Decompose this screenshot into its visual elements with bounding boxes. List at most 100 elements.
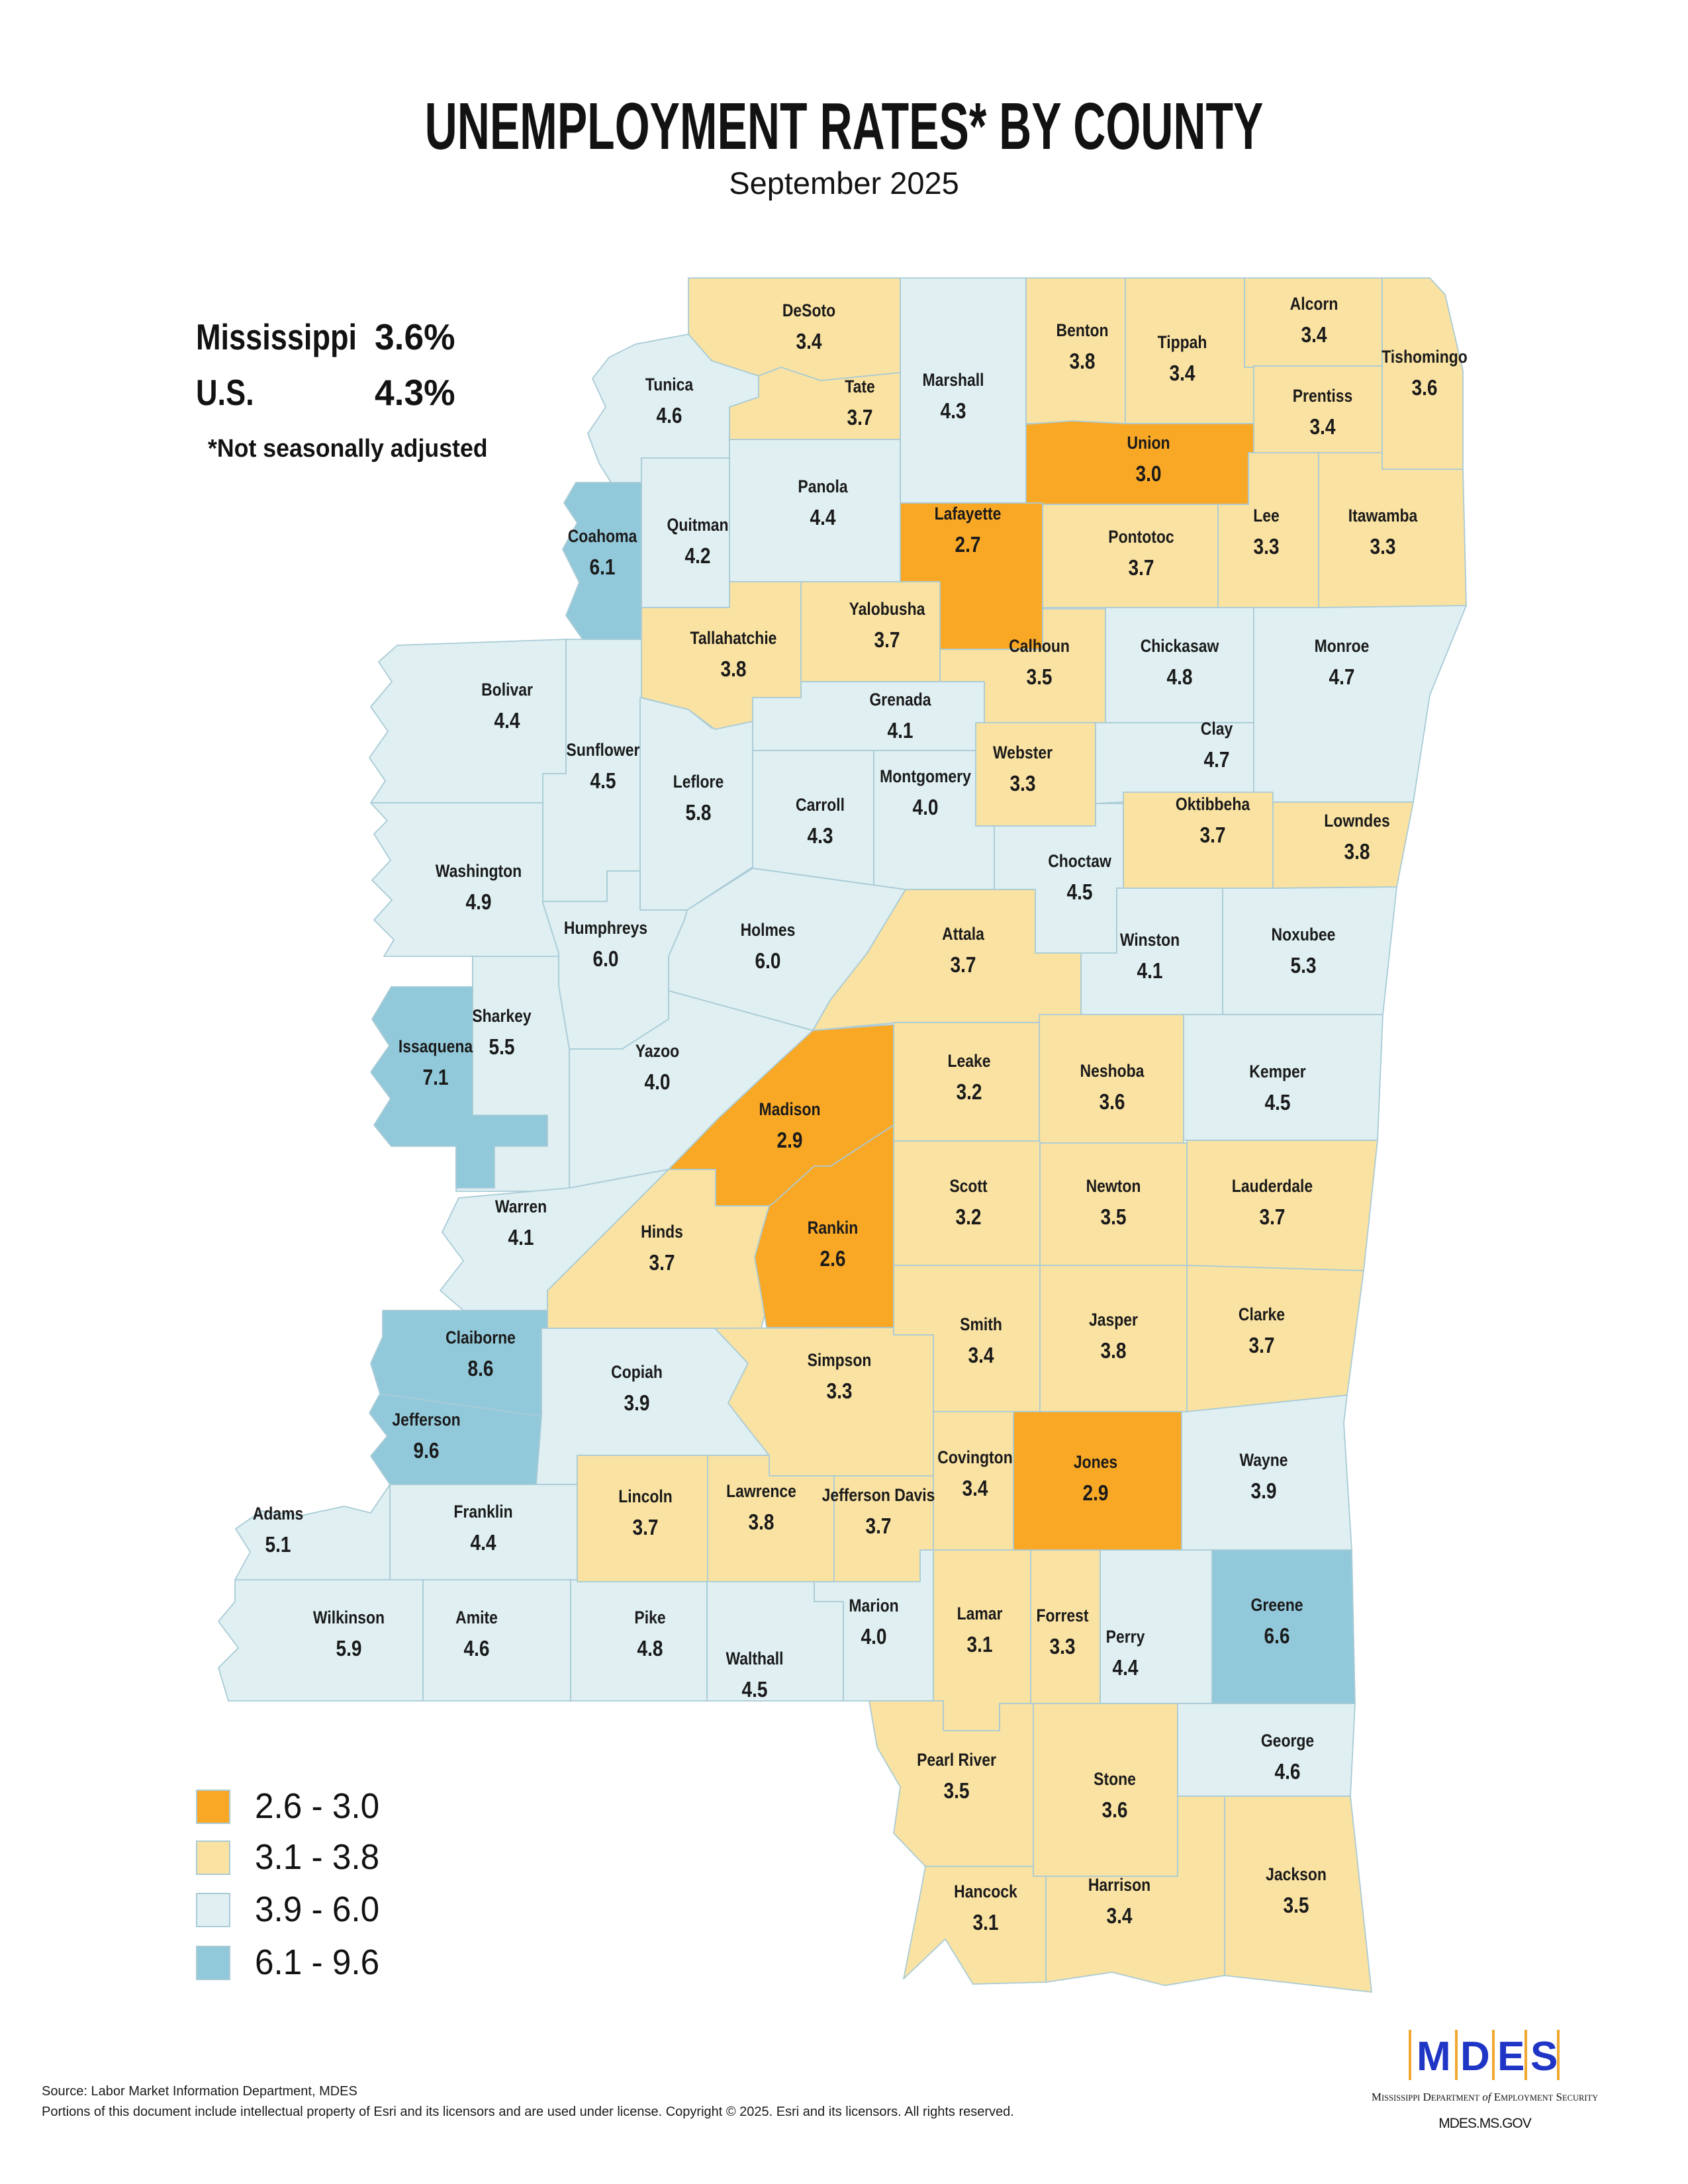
svg-text:Clay: Clay: [1201, 719, 1233, 739]
svg-text:Lowndes: Lowndes: [1324, 811, 1389, 831]
svg-text:Alcorn: Alcorn: [1290, 294, 1338, 314]
svg-text:Itawamba: Itawamba: [1348, 506, 1419, 525]
svg-text:2.7: 2.7: [955, 533, 981, 557]
svg-text:3.3: 3.3: [1050, 1635, 1076, 1659]
svg-text:Perry: Perry: [1106, 1627, 1145, 1647]
svg-text:4.1: 4.1: [1137, 959, 1163, 983]
svg-text:3.7: 3.7: [866, 1514, 892, 1539]
svg-text:3.6%: 3.6%: [375, 317, 455, 357]
svg-text:3.8: 3.8: [1344, 840, 1370, 864]
svg-text:Claiborne: Claiborne: [445, 1328, 516, 1347]
svg-text:3.6: 3.6: [1412, 376, 1438, 400]
svg-text:3.2: 3.2: [957, 1080, 982, 1105]
svg-text:Covington: Covington: [937, 1447, 1012, 1467]
svg-text:Tippah: Tippah: [1158, 332, 1207, 352]
svg-text:Calhoun: Calhoun: [1009, 636, 1070, 656]
svg-text:Tunica: Tunica: [645, 375, 694, 394]
svg-text:3.9 - 6.0: 3.9 - 6.0: [255, 1889, 379, 1929]
svg-text:Humphreys: Humphreys: [564, 918, 647, 938]
svg-text:3.9: 3.9: [624, 1391, 650, 1416]
svg-text:Wayne: Wayne: [1239, 1450, 1288, 1470]
svg-text:3.7: 3.7: [847, 406, 873, 430]
svg-text:DeSoto: DeSoto: [782, 300, 835, 320]
svg-text:Mississippi: Mississippi: [196, 316, 357, 357]
svg-text:Winston: Winston: [1120, 930, 1180, 950]
svg-text:Yalobusha: Yalobusha: [849, 599, 926, 619]
svg-text:Adams: Adams: [253, 1504, 304, 1524]
svg-text:4.2: 4.2: [685, 544, 711, 569]
svg-text:5.5: 5.5: [489, 1035, 515, 1060]
svg-text:Lafayette: Lafayette: [935, 504, 1002, 523]
svg-text:Pontotoc: Pontotoc: [1108, 527, 1174, 547]
svg-text:Copiah: Copiah: [611, 1362, 663, 1382]
svg-text:Walthall: Walthall: [726, 1649, 783, 1668]
svg-text:Harrison: Harrison: [1088, 1875, 1150, 1895]
svg-text:3.3: 3.3: [827, 1379, 853, 1404]
svg-text:Lawrence: Lawrence: [726, 1481, 796, 1501]
svg-text:Kemper: Kemper: [1249, 1062, 1306, 1081]
svg-text:3.4: 3.4: [1301, 323, 1327, 347]
svg-text:3.1: 3.1: [973, 1911, 999, 1935]
svg-text:Monroe: Monroe: [1315, 636, 1370, 656]
svg-text:Sharkey: Sharkey: [472, 1006, 531, 1026]
svg-text:3.7: 3.7: [874, 628, 900, 653]
svg-text:Coahoma: Coahoma: [568, 526, 638, 546]
svg-text:George: George: [1261, 1731, 1314, 1751]
svg-text:Pike: Pike: [634, 1608, 665, 1627]
svg-text:2.6 - 3.0: 2.6 - 3.0: [255, 1786, 379, 1826]
svg-text:Quitman: Quitman: [667, 515, 728, 535]
svg-text:Amite: Amite: [455, 1608, 498, 1627]
svg-text:3.3: 3.3: [1254, 535, 1280, 559]
svg-text:5.3: 5.3: [1291, 954, 1317, 978]
svg-text:4.9: 4.9: [466, 890, 492, 915]
svg-text:Hinds: Hinds: [641, 1222, 683, 1242]
svg-text:3.7: 3.7: [1260, 1205, 1286, 1230]
svg-text:3.3: 3.3: [1010, 772, 1036, 796]
svg-text:4.4: 4.4: [810, 506, 836, 530]
svg-text:MDES.MS.GOV: MDES.MS.GOV: [1438, 2116, 1532, 2131]
svg-text:Union: Union: [1127, 433, 1170, 453]
svg-text:Wilkinson: Wilkinson: [313, 1608, 385, 1627]
svg-text:Oktibbeha: Oktibbeha: [1176, 794, 1250, 814]
svg-text:4.8: 4.8: [637, 1637, 663, 1661]
svg-text:4.7: 4.7: [1204, 748, 1230, 772]
svg-text:3.5: 3.5: [1284, 1893, 1309, 1918]
svg-text:3.8: 3.8: [721, 657, 747, 682]
svg-text:3.2: 3.2: [956, 1205, 982, 1230]
svg-text:Bolivar: Bolivar: [481, 680, 533, 700]
svg-text:6.1: 6.1: [590, 555, 616, 580]
svg-text:Tate: Tate: [845, 377, 875, 396]
svg-text:S: S: [1530, 2034, 1558, 2079]
svg-text:3.6: 3.6: [1102, 1798, 1128, 1823]
svg-text:Simpson: Simpson: [808, 1350, 872, 1370]
svg-text:4.3%: 4.3%: [375, 373, 455, 413]
svg-text:3.7: 3.7: [1200, 823, 1226, 848]
svg-text:4.0: 4.0: [645, 1070, 671, 1095]
svg-text:Chickasaw: Chickasaw: [1141, 636, 1219, 656]
svg-text:Attala: Attala: [942, 924, 985, 944]
svg-text:3.7: 3.7: [1129, 556, 1154, 580]
svg-text:4.1: 4.1: [508, 1226, 534, 1250]
svg-text:3.4: 3.4: [1107, 1904, 1133, 1929]
svg-text:Leflore: Leflore: [673, 772, 724, 792]
svg-text:Prentiss: Prentiss: [1293, 386, 1353, 406]
svg-text:*Not seasonally adjusted: *Not seasonally adjusted: [208, 434, 488, 462]
svg-text:Carroll: Carroll: [796, 795, 845, 815]
svg-text:Hancock: Hancock: [954, 1882, 1017, 1901]
svg-text:Source: Labor Market Informati: Source: Labor Market Information Departm…: [42, 2084, 357, 2099]
svg-text:3.7: 3.7: [951, 953, 976, 978]
svg-text:3.4: 3.4: [962, 1477, 988, 1501]
svg-text:3.5: 3.5: [1101, 1205, 1127, 1230]
svg-text:Rankin: Rankin: [808, 1218, 858, 1238]
svg-text:4.4: 4.4: [1113, 1656, 1139, 1680]
svg-text:Marion: Marion: [849, 1596, 898, 1615]
svg-text:7.1: 7.1: [423, 1066, 449, 1090]
svg-text:5.1: 5.1: [265, 1533, 291, 1557]
svg-text:4.4: 4.4: [471, 1531, 496, 1555]
svg-text:4.0: 4.0: [861, 1625, 887, 1649]
svg-text:Scott: Scott: [949, 1176, 988, 1196]
svg-text:Lee: Lee: [1253, 506, 1280, 525]
svg-text:3.7: 3.7: [633, 1516, 659, 1540]
svg-text:Jones: Jones: [1074, 1452, 1117, 1472]
svg-text:Montgomery: Montgomery: [880, 766, 971, 786]
